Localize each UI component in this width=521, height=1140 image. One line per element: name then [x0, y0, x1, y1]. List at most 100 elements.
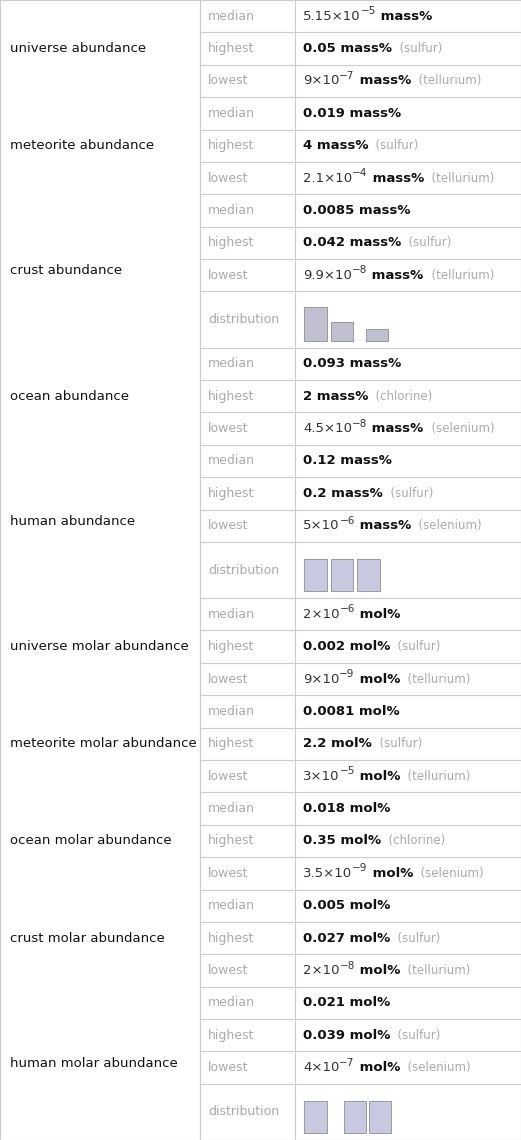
Text: highest: highest: [208, 931, 254, 945]
Text: −4: −4: [352, 168, 367, 178]
Text: highest: highest: [208, 42, 254, 55]
Text: mass%: mass%: [355, 74, 411, 88]
Text: lowest: lowest: [208, 964, 249, 977]
Text: highest: highest: [208, 139, 254, 153]
Text: (chlorine): (chlorine): [368, 390, 432, 402]
Text: meteorite molar abundance: meteorite molar abundance: [10, 738, 197, 750]
Text: 3×10: 3×10: [303, 770, 340, 783]
Text: median: median: [208, 803, 255, 815]
Text: mass%: mass%: [355, 519, 411, 532]
Text: −8: −8: [352, 266, 367, 275]
Bar: [357, 560, 380, 592]
Text: −6: −6: [340, 604, 355, 614]
Text: 0.018 mol%: 0.018 mol%: [303, 803, 390, 815]
Text: 0.12 mass%: 0.12 mass%: [303, 455, 392, 467]
Text: median: median: [208, 204, 255, 217]
Text: 0.002 mol%: 0.002 mol%: [303, 641, 390, 653]
Text: (sulfur): (sulfur): [390, 641, 441, 653]
Text: 0.35 mol%: 0.35 mol%: [303, 834, 381, 847]
Text: mol%: mol%: [355, 1061, 400, 1074]
Text: 4 mass%: 4 mass%: [303, 139, 368, 153]
Text: (sulfur): (sulfur): [383, 487, 433, 499]
Text: 4.5×10: 4.5×10: [303, 422, 352, 435]
Text: (tellurium): (tellurium): [424, 269, 494, 282]
Text: mol%: mol%: [355, 608, 400, 621]
Text: median: median: [208, 455, 255, 467]
Text: human molar abundance: human molar abundance: [10, 1057, 178, 1069]
Bar: [304, 560, 327, 592]
Text: (selenium): (selenium): [413, 866, 483, 880]
Text: lowest: lowest: [208, 866, 249, 880]
Text: mol%: mol%: [355, 673, 400, 685]
Text: lowest: lowest: [208, 519, 249, 532]
Text: (chlorine): (chlorine): [381, 834, 445, 847]
Text: highest: highest: [208, 834, 254, 847]
Bar: [331, 321, 353, 341]
Text: mass%: mass%: [367, 422, 424, 435]
Text: universe abundance: universe abundance: [10, 42, 146, 55]
Text: distribution: distribution: [208, 1106, 279, 1118]
Text: (sulfur): (sulfur): [392, 42, 442, 55]
Text: (sulfur): (sulfur): [372, 738, 422, 750]
Text: 9.9×10: 9.9×10: [303, 269, 352, 282]
Text: lowest: lowest: [208, 269, 249, 282]
Text: −8: −8: [340, 961, 355, 970]
Text: (sulfur): (sulfur): [401, 236, 452, 250]
Text: (selenium): (selenium): [411, 519, 482, 532]
Text: 5×10: 5×10: [303, 519, 340, 532]
Text: 0.021 mol%: 0.021 mol%: [303, 996, 390, 1009]
Text: −5: −5: [361, 6, 376, 16]
Text: lowest: lowest: [208, 172, 249, 185]
Text: ocean molar abundance: ocean molar abundance: [10, 834, 171, 847]
Text: 2.2 mol%: 2.2 mol%: [303, 738, 372, 750]
Text: mass%: mass%: [376, 10, 432, 23]
Text: 0.039 mol%: 0.039 mol%: [303, 1028, 390, 1042]
Text: 3.5×10: 3.5×10: [303, 866, 352, 880]
Text: 0.019 mass%: 0.019 mass%: [303, 107, 401, 120]
Bar: [304, 307, 327, 341]
Text: (sulfur): (sulfur): [390, 931, 441, 945]
Text: median: median: [208, 705, 255, 718]
Text: median: median: [208, 996, 255, 1009]
Text: −7: −7: [339, 1058, 355, 1068]
Bar: [331, 560, 353, 592]
Bar: [366, 329, 388, 341]
Text: 0.042 mass%: 0.042 mass%: [303, 236, 401, 250]
Text: highest: highest: [208, 1028, 254, 1042]
Text: 0.05 mass%: 0.05 mass%: [303, 42, 392, 55]
Text: −6: −6: [340, 515, 355, 526]
Text: 9×10: 9×10: [303, 74, 339, 88]
Text: distribution: distribution: [208, 314, 279, 326]
Text: −8: −8: [352, 418, 367, 429]
Text: median: median: [208, 899, 255, 912]
Text: (tellurium): (tellurium): [400, 964, 470, 977]
Text: highest: highest: [208, 641, 254, 653]
Text: 0.005 mol%: 0.005 mol%: [303, 899, 390, 912]
Text: (tellurium): (tellurium): [400, 673, 470, 685]
Text: crust abundance: crust abundance: [10, 264, 122, 277]
Text: 9×10: 9×10: [303, 673, 339, 685]
Text: crust molar abundance: crust molar abundance: [10, 931, 165, 945]
Text: −7: −7: [339, 71, 355, 81]
Text: (tellurium): (tellurium): [424, 172, 494, 185]
Text: highest: highest: [208, 236, 254, 250]
Bar: [368, 1101, 391, 1133]
Text: (selenium): (selenium): [400, 1061, 471, 1074]
Text: highest: highest: [208, 738, 254, 750]
Text: meteorite abundance: meteorite abundance: [10, 139, 154, 153]
Text: 2×10: 2×10: [303, 964, 340, 977]
Text: 5.15×10: 5.15×10: [303, 10, 361, 23]
Text: lowest: lowest: [208, 1061, 249, 1074]
Text: mol%: mol%: [355, 770, 400, 783]
Text: (sulfur): (sulfur): [368, 139, 419, 153]
Text: −5: −5: [340, 766, 355, 776]
Text: lowest: lowest: [208, 673, 249, 685]
Text: universe molar abundance: universe molar abundance: [10, 641, 189, 653]
Text: 2×10: 2×10: [303, 608, 340, 621]
Text: 0.0081 mol%: 0.0081 mol%: [303, 705, 400, 718]
Text: −9: −9: [352, 863, 367, 873]
Text: highest: highest: [208, 390, 254, 402]
Text: (tellurium): (tellurium): [411, 74, 481, 88]
Text: mass%: mass%: [367, 172, 424, 185]
Text: highest: highest: [208, 487, 254, 499]
